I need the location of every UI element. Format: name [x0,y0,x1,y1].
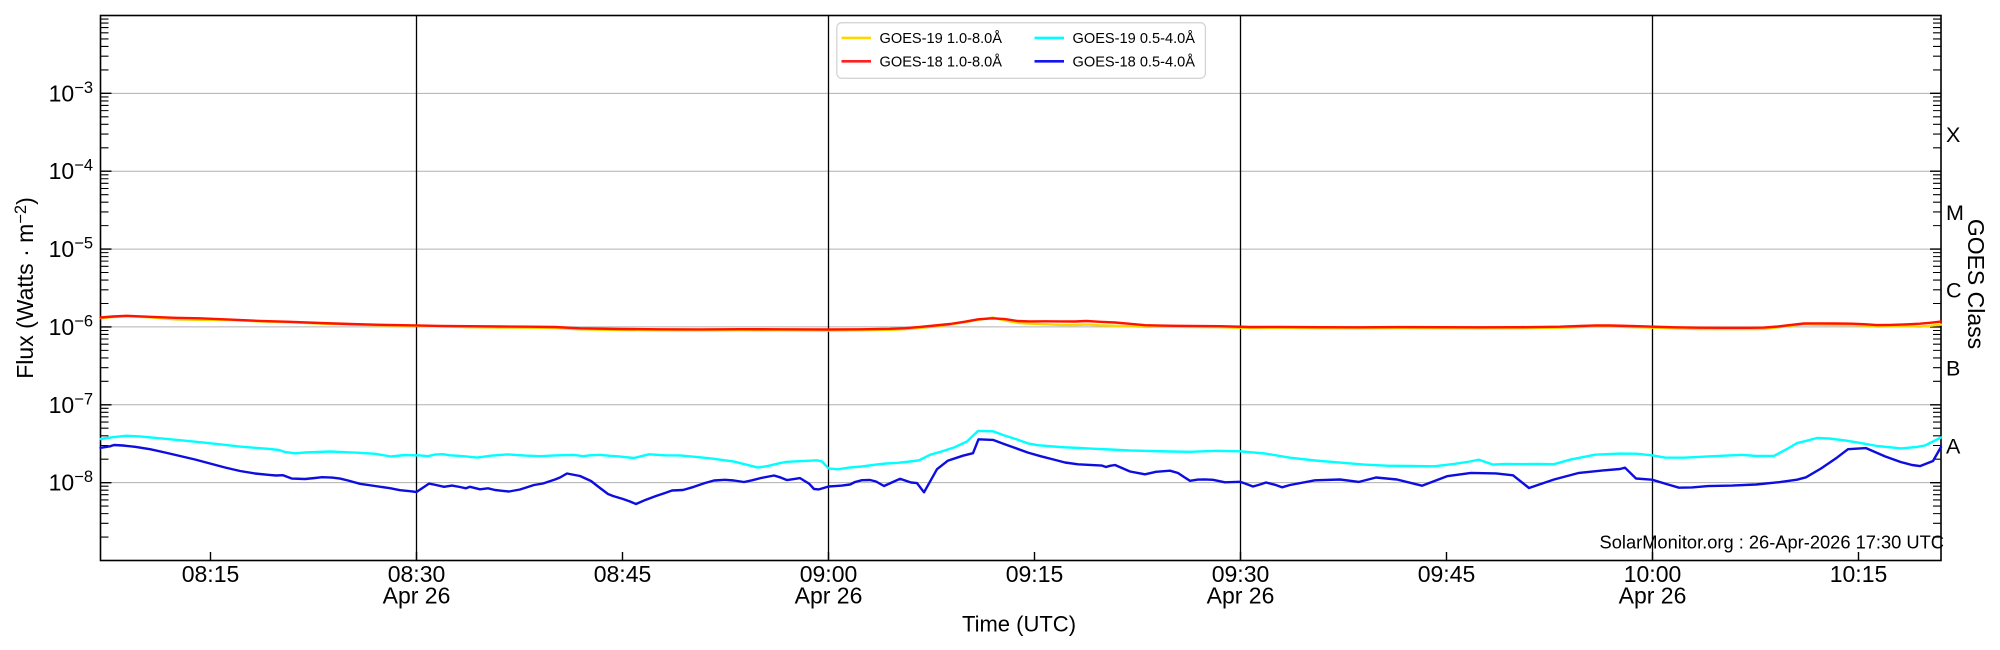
svg-text:Apr 26: Apr 26 [795,583,863,609]
svg-text:GOES-18 1.0-8.0Å: GOES-18 1.0-8.0Å [880,53,1003,70]
svg-text:10:15: 10:15 [1830,561,1888,587]
svg-text:09:30: 09:30 [1212,561,1270,587]
svg-text:GOES-19 0.5-4.0Å: GOES-19 0.5-4.0Å [1073,30,1196,47]
svg-text:09:00: 09:00 [800,561,858,587]
svg-text:08:15: 08:15 [182,561,240,587]
svg-text:GOES-18 0.5-4.0Å: GOES-18 0.5-4.0Å [1073,53,1196,70]
svg-text:Time (UTC): Time (UTC) [962,612,1076,637]
svg-text:08:45: 08:45 [594,561,652,587]
svg-text:Apr 26: Apr 26 [383,583,451,609]
svg-text:GOES Class: GOES Class [1963,219,1989,349]
svg-text:09:45: 09:45 [1418,561,1476,587]
svg-text:Apr 26: Apr 26 [1207,583,1275,609]
svg-text:X: X [1946,123,1960,147]
svg-text:10:00: 10:00 [1624,561,1682,587]
svg-text:Apr 26: Apr 26 [1619,583,1687,609]
svg-text:B: B [1946,357,1960,381]
svg-text:M: M [1946,201,1964,225]
svg-text:09:15: 09:15 [1006,561,1064,587]
svg-text:Flux (Watts · m−2): Flux (Watts · m−2) [12,197,38,379]
svg-text:08:30: 08:30 [388,561,446,587]
svg-text:SolarMonitor.org : 26-Apr-2026: SolarMonitor.org : 26-Apr-2026 17:30 UTC [1600,532,1944,553]
svg-text:GOES-19 1.0-8.0Å: GOES-19 1.0-8.0Å [880,30,1003,47]
svg-text:C: C [1946,279,1962,303]
svg-text:A: A [1946,434,1961,458]
